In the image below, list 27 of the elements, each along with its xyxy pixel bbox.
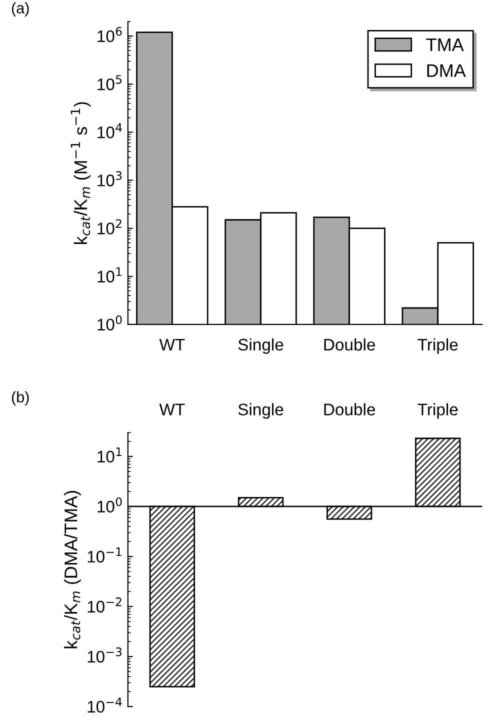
y-tick-label: 10$^{1}$ — [98, 448, 122, 463]
y-tick-label: 10$^{−1}$ — [88, 548, 122, 563]
y-tick-label: 10$^{4}$ — [98, 123, 122, 138]
y-tick-label: 10$^{6}$ — [98, 26, 122, 42]
y-tick-label: 10$^{2}$ — [98, 219, 122, 234]
y-axis-title: k$_{cat}$/K$_{m}$ (DMA/TMA) — [64, 490, 81, 648]
legend-label: TMA — [426, 38, 464, 51]
y-tick-label: 10$^{1}$ — [98, 267, 122, 282]
y-tick-label: 10$^{−4}$ — [88, 698, 122, 713]
y-tick-label: 10$^{−2}$ — [88, 597, 122, 613]
y-tick-label: 10$^{0}$ — [98, 315, 122, 331]
x-tick-label: Double — [324, 338, 375, 351]
legend-label: DMA — [427, 64, 466, 77]
x-tick-label: Double — [324, 403, 375, 416]
x-tick-label: WT — [159, 338, 185, 350]
chart-title: (a) — [12, 2, 29, 16]
x-tick-label: Triple — [418, 403, 458, 419]
x-tick-label: Single — [238, 338, 284, 354]
x-tick-label: WT — [159, 404, 185, 416]
y-tick-label: 10$^{5}$ — [98, 75, 122, 90]
y-tick-label: 10$^{−3}$ — [88, 647, 122, 663]
text: k$_{cat}$/K$_{m}$ (M$^{−1}$ s$^{−1}$) — [70, 102, 91, 244]
y-tick-label: 10$^{3}$ — [98, 171, 122, 186]
chart-title: (b) — [12, 391, 29, 406]
x-tick-label: Single — [238, 403, 284, 419]
x-tick-label: Triple — [418, 338, 458, 354]
y-tick-label: 10$^{0}$ — [98, 497, 122, 513]
